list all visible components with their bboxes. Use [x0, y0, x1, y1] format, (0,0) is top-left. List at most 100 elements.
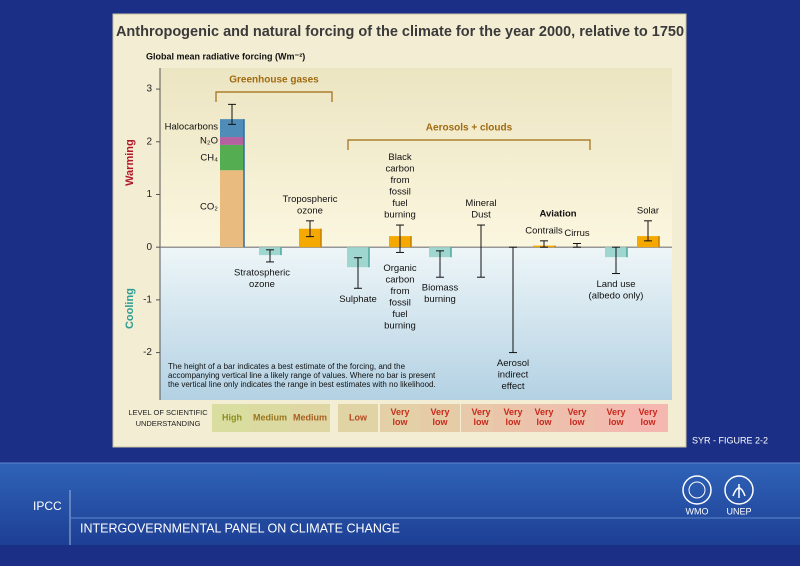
group-label: Aviation — [539, 209, 576, 220]
error-bar — [509, 246, 517, 354]
warming-zone — [160, 68, 672, 248]
error-bar — [228, 103, 236, 125]
bar-label: Cirrus — [564, 228, 590, 239]
understanding-title: LEVEL OF SCIENTIFIC — [128, 408, 208, 417]
understanding-level: Very low — [503, 407, 522, 427]
y-tick-label: 2 — [146, 136, 152, 147]
error-bar — [436, 250, 444, 278]
footer-band — [0, 463, 800, 545]
group-bracket — [215, 91, 333, 102]
bar — [347, 247, 369, 268]
stacked-bar-segment — [220, 137, 244, 145]
bar-label: carbon — [385, 164, 414, 175]
understanding-level: Very low — [471, 407, 490, 427]
y-axis-title: Global mean radiative forcing (Wm⁻²) — [146, 51, 305, 61]
component-label: N₂O — [200, 136, 218, 147]
y-tick-label: 0 — [146, 242, 152, 253]
bar-label: ozone — [297, 205, 323, 216]
bar — [299, 228, 321, 248]
understanding-cell — [212, 404, 252, 432]
bar-label: Mineral — [465, 198, 496, 209]
org-name: INTERGOVERNMENTAL PANEL ON CLIMATE CHANG… — [80, 521, 400, 535]
bar-label: effect — [501, 381, 524, 392]
logo-label: UNEP — [726, 506, 751, 516]
wmo-logo-globe — [688, 481, 706, 499]
unep-logo — [724, 475, 754, 505]
error-bar — [477, 224, 485, 278]
bar-label: Stratospheric — [234, 267, 290, 278]
error-bar — [266, 249, 274, 263]
understanding-level: Very low — [390, 407, 409, 427]
bar-label: fuel — [392, 198, 407, 209]
understanding-level: Very low — [534, 407, 553, 427]
understanding-level: Very low — [567, 407, 586, 427]
understanding-cell — [380, 404, 420, 432]
figure-caption: SYR - FIGURE 2-2 — [692, 435, 768, 445]
error-bar — [573, 242, 581, 248]
understanding-level: Medium — [253, 412, 287, 422]
cooling-zone — [160, 247, 672, 400]
group-label: Aerosols + clouds — [426, 123, 513, 134]
stacked-bar-segment — [220, 119, 244, 138]
error-bar — [396, 224, 404, 253]
understanding-level: Very low — [606, 407, 625, 427]
component-label: CH₄ — [200, 153, 218, 164]
understanding-level: Medium — [293, 412, 327, 422]
bar-label: (albedo only) — [589, 291, 644, 302]
component-label: CO₂ — [200, 202, 218, 213]
unep-logo-leaf — [732, 484, 746, 498]
bar-label: indirect — [498, 370, 529, 381]
cooling-label: Cooling — [124, 288, 136, 329]
logo-label: WMO — [686, 506, 709, 516]
understanding-title: UNDERSTANDING — [136, 419, 201, 428]
understanding-level: High — [222, 412, 242, 422]
y-tick-label: 3 — [146, 84, 152, 95]
error-bar — [612, 246, 620, 275]
understanding-cell — [628, 404, 668, 432]
stacked-bar-segment — [220, 144, 244, 171]
error-bar — [644, 220, 652, 242]
bar-label: from — [391, 175, 410, 186]
error-bar — [306, 220, 314, 238]
bar-label: Tropospheric — [282, 194, 337, 205]
bar-label: Biomass — [422, 283, 459, 294]
chart-title: Anthropogenic and natural forcing of the… — [116, 24, 684, 40]
warming-label: Warming — [124, 139, 136, 186]
component-label: Halocarbons — [165, 122, 219, 133]
bar-label: carbon — [385, 274, 414, 285]
note: accompanying vertical line a likely rang… — [168, 371, 436, 380]
stacked-bar-segment — [220, 170, 244, 248]
understanding-level: Low — [349, 412, 368, 422]
bar-label: fossil — [389, 297, 411, 308]
bar-label: burning — [384, 210, 416, 221]
bar-label: Dust — [471, 210, 491, 221]
y-tick-label: -2 — [143, 347, 152, 358]
plot-area: 3 2 1 0 -1 -2 Warming Cooling CO₂ CH₄ N₂O Halocarbo… — [124, 68, 672, 432]
bar-label: Land use — [596, 279, 635, 290]
bar-label: ozone — [249, 279, 275, 290]
org-short: IPCC — [33, 499, 62, 513]
bar — [637, 236, 659, 248]
group-bracket — [347, 139, 591, 150]
bar-label: fuel — [392, 309, 407, 320]
understanding-cell — [557, 404, 597, 432]
understanding-cell — [338, 404, 378, 432]
bar-label: burning — [424, 294, 456, 305]
bar-label: burning — [384, 320, 416, 331]
bar-label: Contrails — [525, 225, 563, 236]
bar-label: from — [391, 286, 410, 297]
understanding-cell — [250, 404, 290, 432]
understanding-level: Very low — [638, 407, 657, 427]
understanding-level: Very low — [430, 407, 449, 427]
y-tick-label: -1 — [143, 295, 152, 306]
error-bar — [354, 257, 362, 289]
bar-label: Aerosol — [497, 358, 529, 369]
bar-label: fossil — [389, 187, 411, 198]
bar-label: Organic — [383, 263, 417, 274]
understanding-cell — [420, 404, 460, 432]
bar-label: Sulphate — [339, 294, 377, 305]
note: the vertical line only indicates the ran… — [168, 380, 436, 389]
y-tick-label: 1 — [146, 189, 152, 200]
